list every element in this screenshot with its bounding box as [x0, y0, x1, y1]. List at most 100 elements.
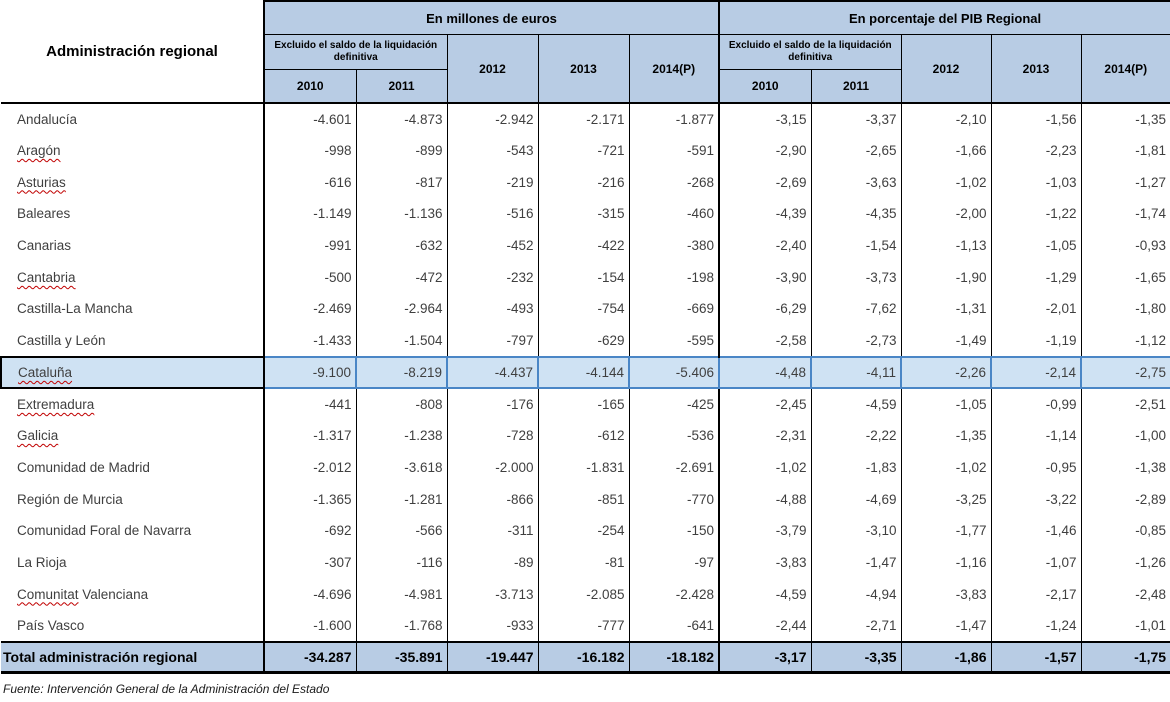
value-cell: -8.219 [355, 355, 448, 390]
value-cell: -219 [446, 166, 539, 199]
value-cell: -2.469 [263, 293, 357, 325]
value-cell: -1,80 [1080, 293, 1170, 325]
value-cell: -641 [628, 610, 720, 642]
region-name: Castilla-La Mancha [1, 293, 265, 325]
value-cell: -4,88 [718, 483, 812, 515]
value-cell: -6,29 [718, 293, 812, 325]
value-cell: -1,31 [900, 293, 992, 325]
region-name: Cantabria [1, 261, 265, 294]
value-cell: -2,51 [1080, 388, 1170, 420]
corner-header: Administración regional [1, 1, 265, 104]
table-row: Asturias -616 -817 -219 -216 -268 -2,69 -3,63 -1… [1, 166, 1170, 199]
value-cell: -2,31 [718, 419, 812, 452]
value-cell: -797 [446, 324, 539, 357]
value-cell: -1,01 [1080, 610, 1170, 642]
value-cell: -4.981 [355, 578, 448, 610]
region-name: Castilla y León [1, 324, 265, 357]
region-name: Andalucía [1, 103, 265, 135]
value-cell: -1,49 [900, 324, 992, 357]
value-cell: -2,65 [810, 134, 902, 167]
value-cell: -1,00 [1080, 419, 1170, 452]
value-cell: -268 [628, 166, 720, 199]
value-cell: -315 [537, 198, 630, 230]
value-cell: -1.600 [263, 610, 357, 642]
value-cell: -116 [355, 546, 448, 579]
value-cell: -1.149 [263, 198, 357, 230]
value-cell: -311 [446, 514, 539, 547]
value-cell: -4.873 [355, 103, 448, 135]
value-cell: -2,22 [810, 419, 902, 452]
value-cell: -3,83 [718, 546, 812, 579]
value-cell: -472 [355, 261, 448, 294]
table-row: Canarias -991 -632 -452 -422 -380 -2,40 -1,54 -1… [1, 229, 1170, 262]
total-value-cell: -3,17 [718, 640, 812, 675]
region-name: Comunitat Valenciana [1, 578, 265, 610]
region-name: La Rioja [1, 546, 265, 579]
value-cell: -2,71 [810, 610, 902, 642]
value-cell: -1.433 [263, 324, 357, 357]
table-row: Baleares -1.149 -1.136 -516 -315 -460 -4,39 -4,… [1, 198, 1170, 230]
region-name: Región de Murcia [1, 483, 265, 515]
value-cell: -516 [446, 198, 539, 230]
value-cell: -3,25 [900, 483, 992, 515]
total-value-cell: -19.447 [446, 640, 539, 675]
spellcheck-squiggle: Aragón [17, 143, 61, 159]
value-cell: -232 [446, 261, 539, 294]
value-cell: -1,02 [718, 451, 812, 484]
value-cell: -3,79 [718, 514, 812, 547]
value-cell: -4,94 [810, 578, 902, 610]
value-cell: -1,07 [990, 546, 1082, 579]
value-cell: -460 [628, 198, 720, 230]
value-cell: -1,13 [900, 229, 992, 262]
value-cell: -422 [537, 229, 630, 262]
total-value-cell: -35.891 [355, 640, 448, 675]
value-cell: -2.000 [446, 451, 539, 484]
value-cell: -1,56 [990, 103, 1082, 135]
value-cell: -2.171 [537, 103, 630, 135]
value-cell: -1.136 [355, 198, 448, 230]
value-cell: -3,22 [990, 483, 1082, 515]
spellcheck-squiggle: Extremadura [17, 397, 95, 413]
value-cell: -1,02 [900, 451, 992, 484]
value-cell: -1,90 [900, 261, 992, 294]
value-cell: -3,73 [810, 261, 902, 294]
value-cell: -2,73 [810, 324, 902, 357]
total-row: Total administración regional -34.287 -3… [1, 640, 1170, 675]
year-header-2012-pct: 2012 [900, 34, 992, 104]
value-cell: -216 [537, 166, 630, 199]
value-cell: -0,85 [1080, 514, 1170, 547]
year-header-2014-pct: 2014(P) [1080, 34, 1170, 104]
value-cell: -1,65 [1080, 261, 1170, 294]
region-name: Canarias [1, 229, 265, 262]
value-cell: -4,69 [810, 483, 902, 515]
value-cell: -1,54 [810, 229, 902, 262]
value-cell: -2.428 [628, 578, 720, 610]
region-name: País Vasco [1, 610, 265, 642]
value-cell: -500 [263, 261, 357, 294]
value-cell: -2.012 [263, 451, 357, 484]
total-value-cell: -3,35 [810, 640, 902, 675]
value-cell: -2,17 [990, 578, 1082, 610]
value-cell: -566 [355, 514, 448, 547]
value-cell: -1,02 [900, 166, 992, 199]
value-cell: -591 [628, 134, 720, 167]
value-cell: -632 [355, 229, 448, 262]
value-cell: -536 [628, 419, 720, 452]
value-cell: -851 [537, 483, 630, 515]
table-row: Castilla-La Mancha -2.469 -2.964 -493 -754 -6… [1, 293, 1170, 325]
value-cell: -629 [537, 324, 630, 357]
value-cell: -0,95 [990, 451, 1082, 484]
value-cell: -1,66 [900, 134, 992, 167]
value-cell: -1,74 [1080, 198, 1170, 230]
region-name: Comunidad de Madrid [1, 451, 265, 484]
value-cell: -1,26 [1080, 546, 1170, 579]
value-cell: -612 [537, 419, 630, 452]
value-cell: -380 [628, 229, 720, 262]
year-header-2014-millions: 2014(P) [628, 34, 720, 104]
value-cell: -543 [446, 134, 539, 167]
value-cell: -2,69 [718, 166, 812, 199]
value-cell: -2,89 [1080, 483, 1170, 515]
value-cell: -3,83 [900, 578, 992, 610]
value-cell: -2,40 [718, 229, 812, 262]
value-cell: -2.964 [355, 293, 448, 325]
